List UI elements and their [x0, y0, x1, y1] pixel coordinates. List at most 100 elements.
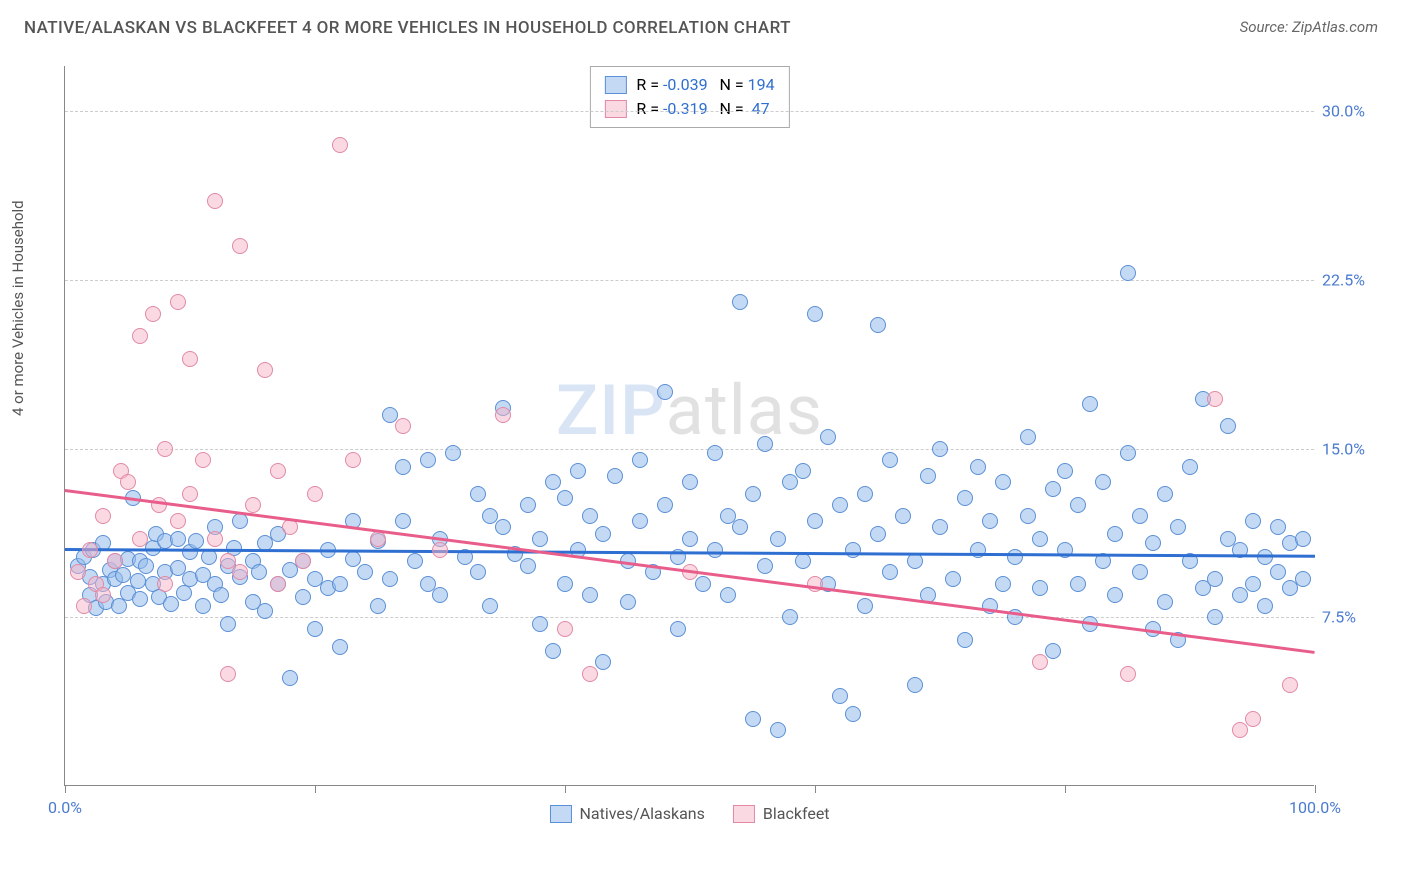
- data-point: [920, 468, 936, 484]
- data-point: [282, 670, 298, 686]
- data-point: [707, 445, 723, 461]
- x-tick-label: 100.0%: [1289, 798, 1341, 817]
- data-point: [257, 603, 273, 619]
- data-point: [395, 513, 411, 529]
- data-point: [832, 688, 848, 704]
- data-point: [520, 558, 536, 574]
- data-point: [163, 596, 179, 612]
- data-point: [1032, 654, 1048, 670]
- data-point: [995, 474, 1011, 490]
- data-point: [1120, 265, 1136, 281]
- gridline: [65, 617, 1314, 618]
- data-point: [232, 564, 248, 580]
- data-point: [620, 594, 636, 610]
- data-point: [282, 519, 298, 535]
- stats-box: R = -0.039 N = 194R = -0.319 N = 47: [589, 66, 789, 128]
- data-point: [1207, 609, 1223, 625]
- data-point: [532, 531, 548, 547]
- data-point: [495, 407, 511, 423]
- data-point: [1232, 587, 1248, 603]
- data-point: [1082, 396, 1098, 412]
- data-point: [1157, 486, 1173, 502]
- x-tick: [1065, 785, 1066, 793]
- data-point: [95, 587, 111, 603]
- data-point: [1120, 666, 1136, 682]
- data-point: [1045, 481, 1061, 497]
- legend-item: Natives/Alaskans: [549, 804, 704, 823]
- data-point: [170, 531, 186, 547]
- data-point: [857, 486, 873, 502]
- data-point: [632, 513, 648, 529]
- data-point: [111, 598, 127, 614]
- data-point: [757, 436, 773, 452]
- data-point: [130, 573, 146, 589]
- chart-container: 4 or more Vehicles in Household ZIPatlas…: [24, 56, 1384, 846]
- gridline: [65, 111, 1314, 112]
- data-point: [1020, 429, 1036, 445]
- data-point: [1070, 576, 1086, 592]
- legend-label: Blackfeet: [763, 804, 830, 823]
- data-point: [932, 441, 948, 457]
- y-tick-label: 15.0%: [1322, 439, 1386, 458]
- data-point: [882, 564, 898, 580]
- data-point: [1157, 594, 1173, 610]
- data-point: [1220, 418, 1236, 434]
- data-point: [182, 486, 198, 502]
- data-point: [1182, 459, 1198, 475]
- data-point: [657, 384, 673, 400]
- data-point: [970, 459, 986, 475]
- data-point: [220, 666, 236, 682]
- data-point: [1120, 445, 1136, 461]
- watermark: ZIPatlas: [556, 370, 823, 452]
- data-point: [1007, 549, 1023, 565]
- data-point: [557, 576, 573, 592]
- data-point: [220, 616, 236, 632]
- data-point: [370, 598, 386, 614]
- data-point: [607, 468, 623, 484]
- data-point: [195, 598, 211, 614]
- data-point: [545, 643, 561, 659]
- data-point: [213, 587, 229, 603]
- data-point: [670, 621, 686, 637]
- legend-swatch: [733, 805, 755, 823]
- data-point: [1232, 722, 1248, 738]
- data-point: [207, 531, 223, 547]
- data-point: [295, 589, 311, 605]
- data-point: [845, 542, 861, 558]
- data-point: [1070, 497, 1086, 513]
- data-point: [1295, 571, 1311, 587]
- data-point: [395, 459, 411, 475]
- data-point: [1020, 508, 1036, 524]
- data-point: [870, 317, 886, 333]
- data-point: [82, 542, 98, 558]
- y-tick-label: 22.5%: [1322, 270, 1386, 289]
- data-point: [770, 722, 786, 738]
- data-point: [345, 452, 361, 468]
- data-point: [745, 711, 761, 727]
- data-point: [1057, 463, 1073, 479]
- data-point: [595, 654, 611, 670]
- data-point: [895, 508, 911, 524]
- data-point: [170, 513, 186, 529]
- data-point: [395, 418, 411, 434]
- data-point: [682, 531, 698, 547]
- data-point: [1045, 643, 1061, 659]
- data-point: [882, 452, 898, 468]
- data-point: [251, 564, 267, 580]
- data-point: [1207, 571, 1223, 587]
- data-point: [1107, 526, 1123, 542]
- data-point: [845, 706, 861, 722]
- data-point: [720, 587, 736, 603]
- data-point: [982, 513, 998, 529]
- data-point: [595, 526, 611, 542]
- data-point: [407, 553, 423, 569]
- data-point: [270, 463, 286, 479]
- data-point: [132, 328, 148, 344]
- data-point: [132, 531, 148, 547]
- data-point: [151, 497, 167, 513]
- source-attribution: Source: ZipAtlas.com: [1240, 18, 1378, 36]
- data-point: [957, 632, 973, 648]
- data-point: [470, 486, 486, 502]
- data-point: [957, 490, 973, 506]
- data-point: [1295, 531, 1311, 547]
